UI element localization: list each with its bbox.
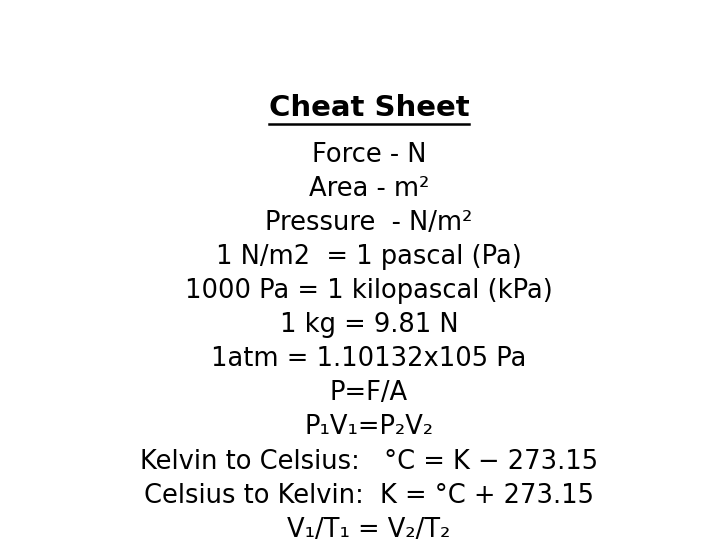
Text: Area - m²: Area - m² <box>309 176 429 202</box>
Text: Celsius to Kelvin:  K = °C + 273.15: Celsius to Kelvin: K = °C + 273.15 <box>144 483 594 509</box>
Text: Cheat Sheet: Cheat Sheet <box>269 94 469 122</box>
Text: 1000 Pa = 1 kilopascal (kPa): 1000 Pa = 1 kilopascal (kPa) <box>185 278 553 304</box>
Text: P=F/A: P=F/A <box>330 380 408 407</box>
Text: P₁V₁=P₂V₂: P₁V₁=P₂V₂ <box>305 415 433 441</box>
Text: Pressure  - N/m²: Pressure - N/m² <box>265 210 473 236</box>
Text: 1 N/m2  = 1 pascal (Pa): 1 N/m2 = 1 pascal (Pa) <box>216 244 522 270</box>
Text: 1atm = 1.10132x105 Pa: 1atm = 1.10132x105 Pa <box>211 346 527 372</box>
Text: Kelvin to Celsius:   °C = K − 273.15: Kelvin to Celsius: °C = K − 273.15 <box>140 449 598 475</box>
Text: Force - N: Force - N <box>312 141 426 168</box>
Text: 1 kg = 9.81 N: 1 kg = 9.81 N <box>279 312 459 338</box>
Text: V₁/T₁ = V₂/T₂: V₁/T₁ = V₂/T₂ <box>287 517 451 540</box>
